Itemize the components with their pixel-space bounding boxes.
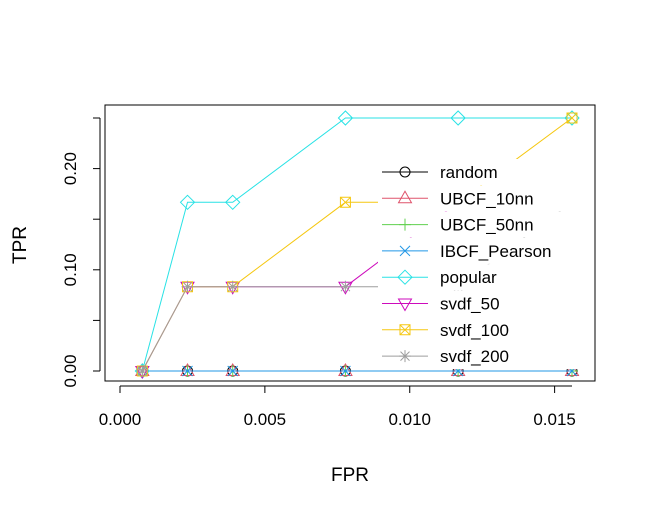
series-popular: [134, 110, 580, 379]
data-point: [339, 196, 351, 208]
legend-item: svdf_100: [378, 316, 593, 343]
y-tick-label: 0.10: [61, 253, 80, 286]
data-point: [226, 280, 239, 293]
data-point: [225, 194, 241, 211]
legend-item: UBCF_10nn: [378, 185, 593, 212]
legend-item: svdf_50: [378, 290, 593, 317]
legend-label: popular: [440, 268, 497, 287]
legend-marker: [399, 324, 411, 336]
data-point: [566, 112, 578, 124]
y-tick-label: 0.20: [61, 152, 80, 185]
legend-label: random: [440, 163, 498, 182]
legend-marker: [397, 269, 413, 285]
data-point: [227, 365, 239, 377]
legend-item: random: [378, 159, 593, 185]
y-axis-title: TPR: [10, 226, 31, 264]
x-tick-label: 0.010: [388, 410, 431, 429]
x-tick-label: 0.005: [244, 410, 287, 429]
plot-frame: [104, 104, 596, 382]
data-point: [182, 365, 193, 377]
y-axis: 0.00 0.10 0.20: [61, 117, 101, 388]
data-point: [339, 280, 352, 293]
x-axis: 0.000 0.005 0.010 0.015: [99, 385, 576, 429]
data-point: [340, 365, 351, 377]
legend-label: IBCF_Pearson: [440, 242, 552, 261]
legend-marker: [397, 190, 413, 204]
data-point: [136, 365, 149, 377]
legend-item: IBCF_Pearson: [378, 237, 593, 264]
data-point: [450, 110, 466, 126]
x-tick-label: 0.015: [533, 410, 576, 429]
x-axis-title: FPR: [331, 465, 369, 486]
legend-marker: [399, 245, 411, 257]
legend-label: svdf_100: [440, 321, 509, 340]
legend-label: UBCF_50nn: [440, 216, 534, 235]
legend-item: popular: [378, 264, 593, 291]
legend-marker: [399, 350, 411, 363]
legend-item: UBCF_50nn: [378, 211, 593, 238]
legend: random UBCF_10nn UBCF_50nn IBCF_Pearsonpopu…: [378, 159, 593, 370]
data-point: [337, 110, 354, 126]
series-line: [141, 117, 572, 372]
x-tick-label: 0.000: [99, 410, 142, 429]
legend-label: svdf_200: [440, 347, 509, 366]
legend-marker: [399, 218, 411, 231]
legend-label: svdf_50: [440, 295, 500, 314]
data-point: [181, 280, 194, 293]
data-point: [179, 194, 196, 211]
legend-label: UBCF_10nn: [440, 189, 534, 208]
y-tick-label: 0.00: [61, 354, 80, 387]
legend-marker: [399, 166, 411, 178]
legend-item: svdf_200: [378, 343, 593, 370]
legend-marker: [397, 298, 413, 312]
